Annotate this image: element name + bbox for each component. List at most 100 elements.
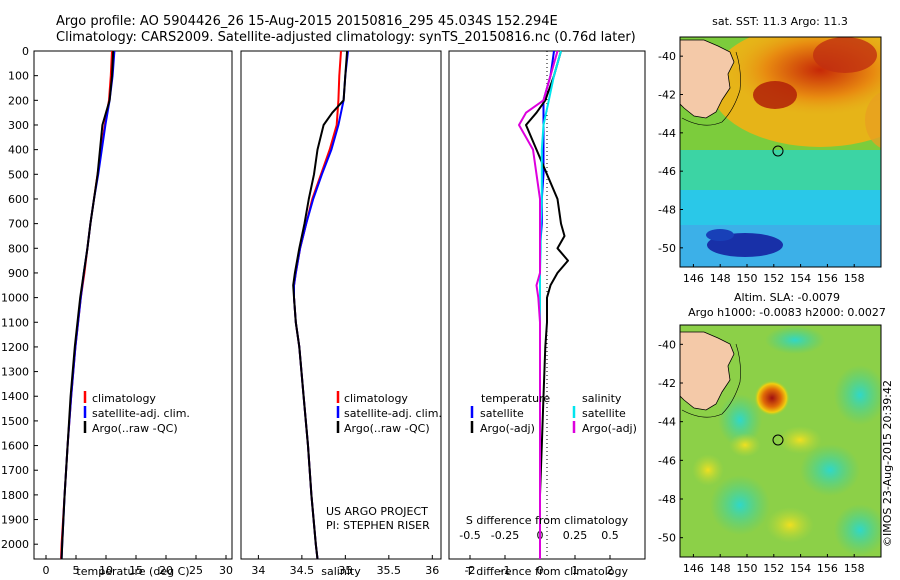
x-tick-label: -1 [500, 564, 511, 577]
s-tick-label: 0.25 [563, 529, 588, 542]
sla-low-blob [718, 394, 762, 446]
x-tick-label: 35.5 [377, 564, 402, 577]
legend-label-t-argo: Argo(-adj) [480, 422, 535, 435]
x-tick-label: 0 [43, 564, 50, 577]
difference-legend: temperature salinity satellite Argo(-adj… [470, 392, 637, 435]
x-tick-label: 36 [425, 564, 439, 577]
s-tick-label: -0.25 [491, 529, 519, 542]
sla-map-frame [679, 324, 882, 558]
lat-tick-label: -46 [658, 454, 676, 467]
x-tick-label: 2 [607, 564, 614, 577]
lat-tick-label: -50 [658, 242, 676, 255]
lon-tick-label: 148 [710, 562, 731, 575]
depth-tick-label: 1600 [1, 440, 29, 453]
series-line-s-argo-adj- [518, 50, 559, 559]
legend-header-temperature: temperature [481, 392, 550, 405]
depth-tick-label: 600 [8, 193, 29, 206]
salinity-series [292, 50, 349, 560]
legend-label-s-satellite: satellite [582, 407, 626, 420]
sla-low-blob [834, 365, 881, 425]
lat-tick-label: -40 [658, 50, 676, 63]
lat-tick-label: -42 [658, 377, 676, 390]
shelf-contour [681, 343, 741, 418]
sla-low-blob [710, 475, 770, 535]
sst-map-title: sat. SST: 11.3 Argo: 11.3 [712, 15, 848, 28]
series-line-argo-raw-qc [292, 50, 349, 560]
lon-tick-label: 150 [737, 562, 758, 575]
x-tick-label: 10 [99, 564, 113, 577]
s-tick-label: -0.5 [459, 529, 480, 542]
depth-tick-label: 900 [8, 267, 29, 280]
sla-high-blob [692, 454, 724, 486]
depth-tick-label: 1500 [1, 415, 29, 428]
depth-tick-label: 700 [8, 218, 29, 231]
x-tick-label: 34 [251, 564, 265, 577]
lat-tick-label: -48 [658, 493, 676, 506]
legend-label-climatology: climatology [344, 392, 408, 405]
x-tick-label: -2 [465, 564, 476, 577]
lon-tick-label: 154 [790, 272, 811, 285]
sst-map-axes: 146 148 150 152 154 156 158 -40 -42 -44 -46 -48 -50 [658, 50, 865, 285]
project-annotation: US ARGO PROJECT [326, 505, 428, 518]
legend-label-climatology: climatology [92, 392, 156, 405]
t-difference-xlabel: T difference from climatology [465, 565, 628, 578]
series-line-satellite-adj-clim [60, 50, 116, 560]
sst-band-cyan [680, 190, 881, 225]
series-line-argo-raw-qc [60, 50, 115, 560]
series-line-satellite-adj-clim [293, 50, 349, 560]
depth-tick-label: 1000 [1, 292, 29, 305]
x-tick-label: 1 [572, 564, 579, 577]
sst-east-warm [865, 92, 881, 148]
salinity-legend: climatology satellite-adj. clim. Argo(..… [336, 391, 442, 435]
legend-label-argo: Argo(..raw -QC) [344, 422, 430, 435]
temperature-xlabel: temperature (deg C) [76, 565, 189, 578]
lon-tick-label: 158 [844, 272, 865, 285]
s-tick-label: 0.5 [601, 529, 619, 542]
lon-tick-label: 152 [763, 272, 784, 285]
sla-high-blob [729, 433, 761, 457]
lat-tick-label: -44 [658, 127, 676, 140]
x-tick-label: 5 [73, 564, 80, 577]
pi-annotation: PI: STEPHEN RISER [326, 519, 430, 532]
sla-map-axes: 146 148 150 152 154 156 158 -40 -42 -44 -46 -48 -50 [658, 338, 865, 575]
imos-credit: ©IMOS 23-Aug-2015 20:39:42 [881, 380, 894, 547]
difference-panel: -2 -1 0 1 2-0.5 -0.25 0 0.25 0.5 T difference fr… [448, 50, 646, 578]
depth-tick-label: 1200 [1, 341, 29, 354]
sla-map-title-line2: Argo h1000: -0.0083 h2000: 0.0027 [688, 306, 886, 319]
lon-tick-label: 148 [710, 272, 731, 285]
temperature-panel: 0100200300400500600700800900100011001200… [1, 45, 233, 578]
tasmania-land [680, 331, 735, 411]
x-tick-label: 30 [219, 564, 233, 577]
lat-tick-label: -44 [658, 416, 676, 429]
legend-label-t-satellite: satellite [480, 407, 524, 420]
depth-tick-label: 500 [8, 168, 29, 181]
sla-high-blob [766, 507, 814, 543]
depth-tick-label: 200 [8, 94, 29, 107]
temperature-axes-frame [33, 50, 233, 560]
series-line-t-argo-adj- [525, 50, 569, 559]
lat-tick-label: -46 [658, 165, 676, 178]
depth-tick-label: 100 [8, 70, 29, 83]
chart-title-line2: Climatology: CARS2009. Satellite-adjuste… [56, 30, 636, 45]
sla-eddy-high [754, 380, 790, 416]
sst-map-panel: sat. SST: 11.3 Argo: 11.3 146 148 150 152 15… [658, 15, 882, 285]
lat-tick-label: -40 [658, 338, 676, 351]
sla-map-panel: Altim. SLA: -0.0079 Argo h1000: -0.0083 … [658, 291, 886, 575]
salinity-x-axis: 34 34.5 35 35.5 36 [251, 555, 439, 577]
depth-tick-label: 1900 [1, 514, 29, 527]
lon-tick-label: 158 [844, 562, 865, 575]
legend-label-satellite: satellite-adj. clim. [92, 407, 190, 420]
sla-heatmap [680, 325, 881, 557]
depth-tick-label: 800 [8, 242, 29, 255]
depth-tick-label: 1300 [1, 366, 29, 379]
x-tick-label: 15 [129, 564, 143, 577]
x-tick-label: 35 [338, 564, 352, 577]
depth-tick-label: 1700 [1, 464, 29, 477]
lon-tick-label: 150 [737, 272, 758, 285]
depth-tick-label: 300 [8, 119, 29, 132]
lon-tick-label: 154 [790, 562, 811, 575]
sla-low-blob [834, 504, 881, 556]
depth-tick-label: 1400 [1, 390, 29, 403]
series-line-s-satellite [539, 50, 562, 559]
sst-map-frame [679, 36, 882, 268]
